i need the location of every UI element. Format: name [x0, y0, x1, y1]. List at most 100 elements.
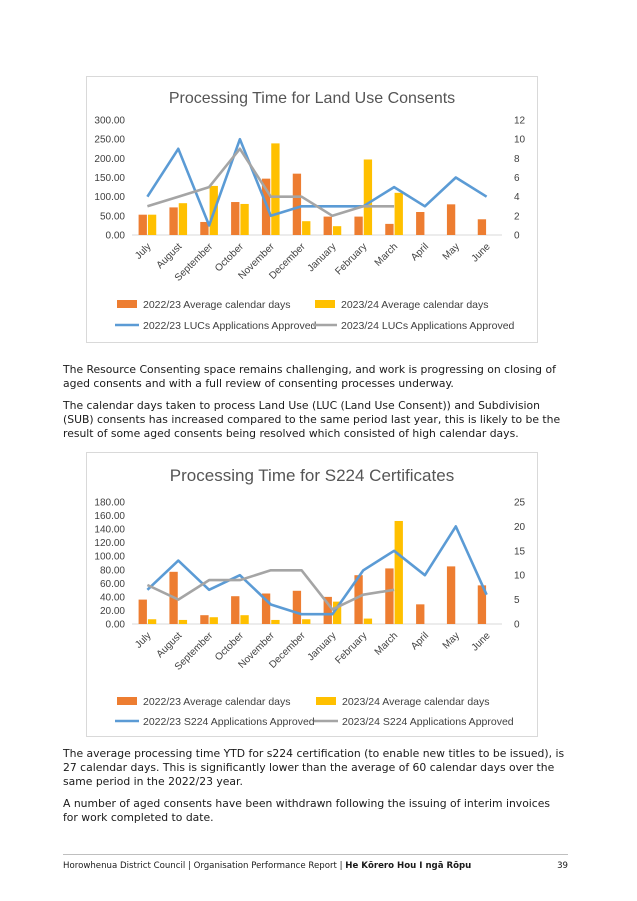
land-use-consents-chart-svg: Processing Time for Land Use Consents 0.0…	[94, 90, 526, 332]
y-tick-label: 0.00	[106, 231, 126, 242]
y2-tick-label: 2	[514, 211, 520, 222]
legend-swatch	[117, 697, 137, 705]
y-tick-label: 50.00	[100, 211, 125, 222]
bar	[271, 143, 280, 235]
page-number: 39	[557, 861, 568, 871]
bar	[209, 617, 218, 624]
y2-tick-label: 5	[514, 595, 520, 606]
series-line	[146, 525, 488, 616]
y-tick-label: 100.00	[94, 552, 125, 563]
bar	[231, 596, 240, 624]
bar	[416, 212, 425, 235]
legend-label: 2022/23 Average calendar days	[143, 696, 291, 708]
s224-certificates-chart: Processing Time for S224 Certificates 0.0…	[86, 452, 538, 737]
x-tick-label: July	[133, 241, 153, 261]
paragraph-aged-consents-withdrawn: A number of aged consents have been with…	[63, 797, 550, 825]
bar	[394, 520, 403, 624]
y-tick-label: 20.00	[100, 606, 125, 617]
y2-tick-label: 25	[514, 498, 526, 509]
bar	[240, 615, 249, 624]
paragraph-calendar-days-increase: The calendar days taken to process Land …	[63, 399, 561, 441]
bar	[261, 593, 271, 624]
bar	[385, 223, 394, 235]
bar	[302, 619, 311, 624]
y2-tick-label: 0	[514, 231, 520, 242]
y2-tick-label: 12	[514, 116, 526, 127]
y-tick-label: 40.00	[100, 592, 125, 603]
legend-label: 2022/23 LUCs Applications Approved	[143, 320, 317, 332]
y2-tick-label: 15	[514, 546, 526, 557]
x-tick-label: August	[155, 630, 185, 660]
footer-divider	[63, 854, 568, 855]
y-tick-label: 160.00	[94, 511, 125, 522]
bar	[354, 575, 363, 624]
bar	[385, 568, 394, 624]
y-tick-label: 180.00	[94, 498, 125, 509]
legend-label: 2022/23 S224 Applications Approved	[143, 716, 315, 728]
legend-swatch	[315, 300, 335, 308]
y-tick-label: 200.00	[94, 154, 125, 165]
bar	[178, 619, 188, 624]
x-tick-label: February	[333, 630, 369, 666]
x-tick-label: August	[155, 241, 185, 271]
legend-swatch	[117, 300, 137, 308]
y2-tick-label: 20	[514, 522, 526, 533]
footer-text: Horowhenua District Council | Organisati…	[63, 861, 471, 871]
x-tick-label: April	[409, 630, 431, 652]
x-tick-label: February	[333, 241, 369, 277]
footer-org-text: Horowhenua District Council | Organisati…	[63, 861, 346, 871]
bar	[323, 596, 332, 624]
series-line	[147, 147, 395, 218]
bar	[446, 204, 456, 235]
bar	[169, 207, 178, 235]
bar	[147, 214, 157, 235]
x-tick-label: April	[409, 241, 431, 263]
bar	[363, 618, 373, 624]
bar	[332, 226, 342, 235]
x-tick-label: March	[373, 241, 400, 268]
x-tick-label: March	[373, 630, 400, 657]
y-tick-label: 80.00	[100, 565, 125, 576]
bar	[138, 214, 147, 235]
y-tick-label: 0.00	[106, 620, 126, 631]
s224-certificates-chart-svg: Processing Time for S224 Certificates 0.0…	[94, 466, 526, 728]
series-line	[146, 569, 395, 611]
y2-tick-label: 10	[514, 571, 526, 582]
y-tick-label: 60.00	[100, 579, 125, 590]
bar	[231, 202, 240, 235]
bar	[477, 219, 487, 235]
y-tick-label: 140.00	[94, 525, 125, 536]
legend-label: 2023/24 Average calendar days	[341, 299, 489, 311]
chart-title: Processing Time for S224 Certificates	[170, 466, 454, 485]
bar	[477, 585, 487, 624]
x-tick-label: June	[470, 241, 493, 264]
bar	[271, 619, 280, 624]
bar	[292, 590, 302, 624]
bar	[394, 192, 403, 235]
land-use-consents-chart: Processing Time for Land Use Consents 0.0…	[86, 76, 538, 343]
paragraph-consenting-challenging: The Resource Consenting space remains ch…	[63, 363, 556, 391]
footer-bold-text: He Kōrero Hou I ngā Rōpu	[345, 861, 472, 871]
bar	[240, 203, 249, 235]
legend-label: 2022/23 Average calendar days	[143, 299, 291, 311]
x-tick-label: May	[441, 241, 462, 262]
bar	[200, 221, 209, 235]
bar	[200, 615, 209, 624]
y-tick-label: 120.00	[94, 538, 125, 549]
y2-tick-label: 4	[514, 192, 520, 203]
x-tick-label: July	[133, 630, 153, 650]
bar	[302, 221, 311, 235]
series-line	[146, 137, 488, 227]
legend-label: 2023/24 Average calendar days	[342, 696, 490, 708]
bar	[147, 619, 157, 624]
bar	[416, 604, 425, 624]
y2-tick-label: 8	[514, 154, 520, 165]
bar	[178, 203, 188, 235]
y2-tick-label: 6	[514, 173, 520, 184]
bar	[446, 566, 456, 624]
bar	[354, 216, 363, 235]
y2-tick-label: 10	[514, 135, 526, 146]
y-tick-label: 150.00	[94, 173, 125, 184]
legend-swatch	[316, 697, 336, 705]
bar	[323, 216, 332, 235]
